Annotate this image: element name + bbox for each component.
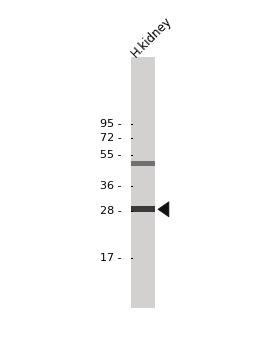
Bar: [131, 161, 155, 166]
Text: 55 -: 55 -: [100, 150, 121, 160]
Text: 95 -: 95 -: [100, 119, 121, 129]
Polygon shape: [158, 202, 169, 217]
Text: 28 -: 28 -: [100, 206, 121, 216]
Text: 36 -: 36 -: [100, 181, 121, 191]
Bar: [131, 206, 155, 212]
Text: 72 -: 72 -: [100, 133, 121, 143]
Bar: [131, 58, 155, 308]
Text: 17 -: 17 -: [100, 253, 121, 263]
Text: H.kidney: H.kidney: [129, 14, 175, 60]
